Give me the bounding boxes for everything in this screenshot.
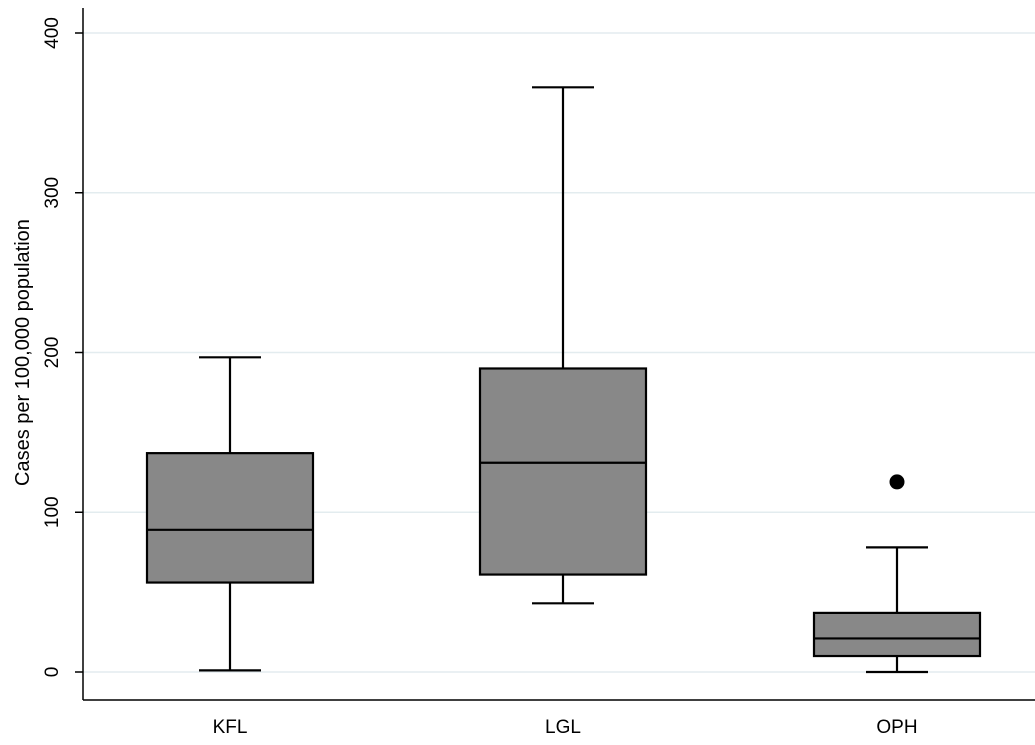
axes xyxy=(82,8,1035,701)
y-tick-label-100: 100 xyxy=(42,496,63,528)
y-axis-ticks: 0 100 200 300 400 xyxy=(42,17,83,677)
iqr-box-KFL xyxy=(145,452,315,584)
box-OPH xyxy=(812,474,982,674)
y-tick-label-0: 0 xyxy=(42,667,63,678)
iqr-box-OPH xyxy=(812,611,982,658)
x-category-label-OPH: OPH xyxy=(876,717,917,738)
box-KFL xyxy=(145,356,315,672)
x-category-label-LGL: LGL xyxy=(545,717,581,738)
boxes xyxy=(145,86,982,674)
x-axis-category-labels: KFL LGL OPH xyxy=(213,717,918,738)
box-LGL xyxy=(478,86,648,605)
y-tick-label-300: 300 xyxy=(42,177,63,209)
x-category-label-KFL: KFL xyxy=(213,717,248,738)
y-tick-label-200: 200 xyxy=(42,337,63,369)
outlier-point-OPH-0 xyxy=(889,474,905,490)
y-axis-title: Cases per 100,000 population xyxy=(12,219,34,486)
y-tick-label-400: 400 xyxy=(42,17,63,49)
iqr-box-LGL xyxy=(478,367,648,576)
